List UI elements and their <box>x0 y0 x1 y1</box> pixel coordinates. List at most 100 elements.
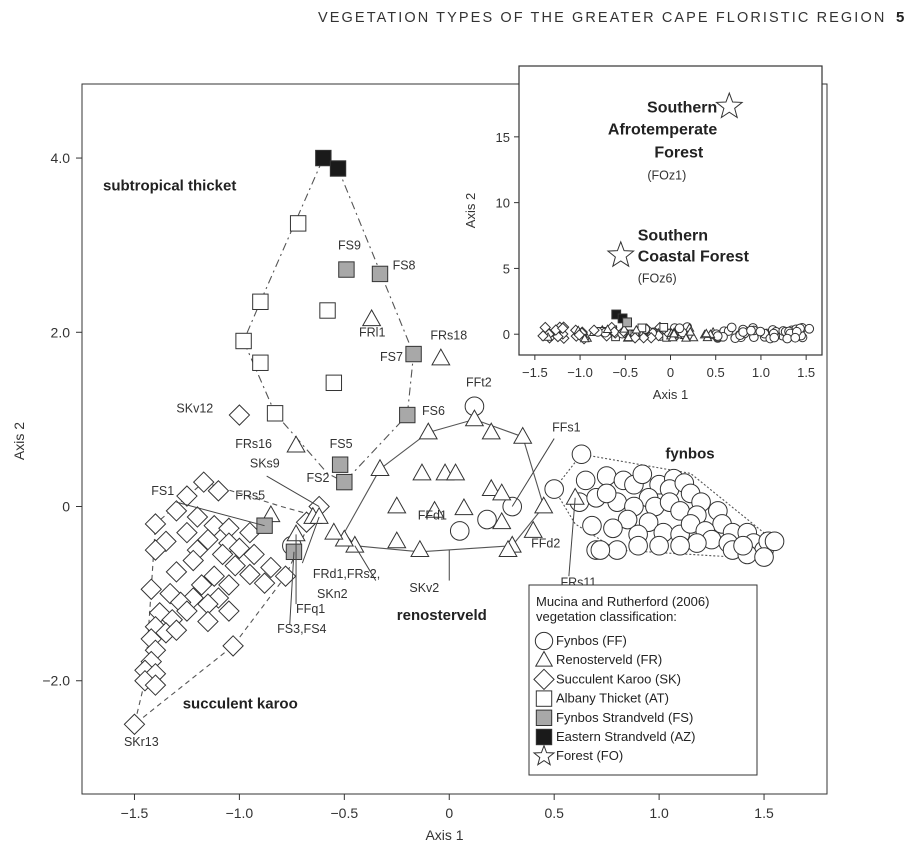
fynbos-point <box>617 509 638 530</box>
point-label: FFt2 <box>466 375 492 389</box>
fynbos-point <box>754 547 774 567</box>
inset-cluster-point <box>669 328 680 338</box>
legend-entry-label: Albany Thicket (AT) <box>556 691 669 706</box>
inset-x-tick-label: −1.5 <box>522 365 548 380</box>
point-label: SKv12 <box>176 401 213 415</box>
fynbos-point <box>670 535 690 556</box>
inset-cluster-point <box>631 324 642 334</box>
renosterveld-point <box>565 487 585 505</box>
leader-line <box>354 545 377 581</box>
succulent-karoo-point <box>165 619 188 642</box>
fynbos-strandveld-point <box>336 473 353 491</box>
fynbos-point <box>502 496 523 517</box>
point-label: FFs1 <box>552 421 581 435</box>
inset-x-tick-label: 0.5 <box>707 365 725 380</box>
point-label: FS1 <box>151 484 174 498</box>
page-number: 5 <box>896 9 905 26</box>
point-label: FS3,FS4 <box>277 622 326 636</box>
page-header: VEGETATION TYPES OF THE GREATER CAPE FLO… <box>0 0 912 40</box>
inset-y-axis-title: Axis 2 <box>463 193 478 228</box>
inset-cluster-point <box>680 332 691 342</box>
albany-thicket-point <box>235 332 252 350</box>
group-label: renosterveld <box>397 607 487 624</box>
inset-x-tick-label: −0.5 <box>612 365 638 380</box>
main-plot-frame <box>81 83 828 795</box>
succulent-karoo-point <box>253 572 276 594</box>
x-tick-label: 1.5 <box>754 805 774 821</box>
point-label: SKv2 <box>409 581 439 595</box>
fynbos-point <box>632 464 653 485</box>
succulent-karoo-point <box>197 528 219 551</box>
renosterveld-point <box>533 496 554 514</box>
leader-line <box>511 438 555 507</box>
inset-cluster-point <box>674 323 685 334</box>
succulent-karoo-point <box>176 600 198 622</box>
inset-cluster-point <box>712 331 723 341</box>
succulent-karoo-point <box>192 471 215 493</box>
legend-marker-star <box>532 744 556 766</box>
inset-cluster-point <box>769 332 780 343</box>
renosterveld-point <box>481 478 501 497</box>
renosterveld-point <box>464 409 485 427</box>
renosterveld-point <box>492 511 512 530</box>
legend-entry-label: Forest (FO) <box>556 748 623 763</box>
succulent-karoo-point <box>211 543 234 566</box>
inset-cluster-point <box>557 322 569 335</box>
inset-cluster-point <box>619 323 630 333</box>
renosterveld-point <box>412 463 432 481</box>
inset-x-axis-title: Axis 1 <box>653 387 688 402</box>
leader-line <box>289 551 295 625</box>
renosterveld-point <box>418 422 438 440</box>
leader-line <box>176 501 265 527</box>
renosterveld-point <box>424 500 445 518</box>
fynbos-point <box>575 470 596 491</box>
fynbos-strandveld-point <box>371 265 389 283</box>
inset-cluster-point <box>637 332 650 344</box>
point-label: FRd1,FRs2, <box>313 567 380 581</box>
inset-cluster-point <box>608 326 621 338</box>
x-axis-title: Axis 1 <box>425 827 463 843</box>
forest-code: (FOz6) <box>638 271 677 285</box>
fynbos-point <box>590 540 611 560</box>
inset-cluster-point <box>688 332 699 342</box>
albany-thicket-point <box>252 293 269 310</box>
inset-cluster-point <box>738 327 748 337</box>
legend-entry-label: Succulent Karoo (SK) <box>556 671 681 686</box>
renosterveld-point <box>513 426 533 444</box>
legend-entry-label: Fynbos Strandveld (FS) <box>556 710 693 725</box>
fynbos-strandveld-point <box>256 517 273 534</box>
fynbos-strandveld-point <box>399 406 416 424</box>
albany-thicket-point <box>252 354 269 371</box>
y-tick-label: 4.0 <box>51 150 71 166</box>
succulent-karoo-point <box>182 549 205 572</box>
succulent-karoo-point <box>207 480 230 502</box>
succulent-karoo-point <box>144 539 167 561</box>
fynbos-point <box>607 540 627 560</box>
inset-fynbos-strandveld-point <box>622 317 632 328</box>
albany-thicket-point <box>325 374 343 392</box>
renosterveld-point <box>431 348 451 366</box>
forest-label: Afrotemperate <box>608 122 717 139</box>
x-tick-label: −1.0 <box>226 805 254 821</box>
succulent-karoo-point <box>228 404 251 426</box>
point-label: FFd1 <box>418 509 447 523</box>
point-label: FRs18 <box>430 328 467 342</box>
legend-title: Mucina and Rutherford (2006) <box>536 594 709 609</box>
inset-cluster-point <box>573 329 586 341</box>
eastern-strandveld-point <box>329 160 347 177</box>
x-tick-label: −1.5 <box>121 805 149 821</box>
inset-cluster-point <box>659 323 669 332</box>
legend-marker-triangle <box>534 650 554 667</box>
fynbos-strandveld-point <box>331 456 349 473</box>
inset-cluster-point <box>579 333 590 343</box>
main-plot: −1.5 −1.0 −0.5 0 0.5 1.0 1.5 4.0 2.0 0 −2.0 Axis 1 A… <box>11 83 828 843</box>
inset-y-tick-label: 5 <box>503 261 510 276</box>
legend-title: vegetation classification: <box>536 609 677 624</box>
inset-x-tick-label: 0 <box>667 365 674 380</box>
succulent-karoo-point <box>176 485 198 507</box>
succulent-karoo-point <box>165 500 188 522</box>
legend-marker-square-black <box>535 728 553 746</box>
inset-plot: −1.5 −1.0 −0.5 0 0.5 1.0 1.5 15 10 5 0 Axis 1 Axis 2… <box>463 65 823 402</box>
succulent-karoo-point <box>222 635 244 657</box>
inset-frame <box>518 65 823 356</box>
